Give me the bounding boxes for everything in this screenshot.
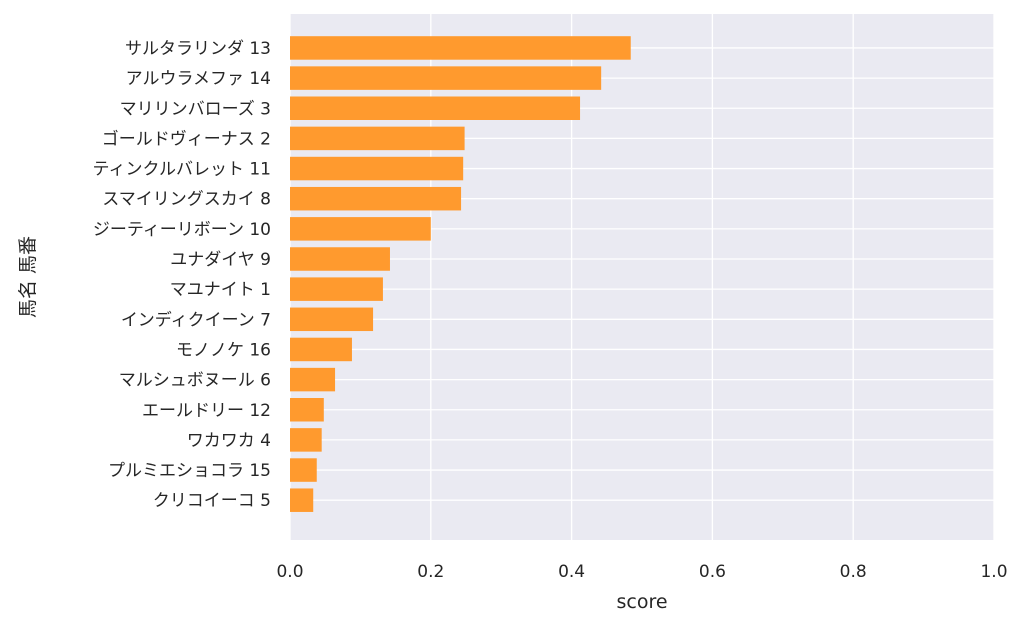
y-tick-label: プルミエショコラ 15 [108,461,271,481]
bar [290,398,324,422]
bar [290,337,352,362]
bar [290,488,314,512]
y-tick-label: エールドリー 12 [142,401,271,421]
bar [290,367,336,392]
y-tick-labels: サルタラリンダ 13 アルウラメファ 14 マリリンバローズ 3 ゴールドヴィーナス … [92,39,271,511]
x-tick-label: 0.8 [840,562,867,582]
y-axis-title: 馬名 馬番 [17,236,39,318]
bar [290,66,602,90]
y-tick-label: マリリンバローズ 3 [120,99,271,119]
x-tick-labels: 0.0 0.2 0.4 0.6 0.8 1.0 [276,562,1007,582]
plot-background [290,14,994,540]
bar [290,247,390,271]
bar [290,458,317,482]
y-tick-label: マユナイト 1 [170,280,271,300]
x-tick-label: 0.6 [699,562,726,582]
bar [290,96,581,120]
y-tick-label: ティンクルバレット 11 [92,160,271,180]
x-tick-label: 0.0 [276,562,303,582]
y-tick-label: ワカワカ 4 [187,431,271,451]
y-tick-label: ゴールドヴィーナス 2 [102,128,271,149]
y-tick-label: マルシュボヌール 6 [119,371,271,391]
x-tick-label: 0.4 [558,562,585,582]
y-tick-label: クリコイーコ 5 [153,491,271,511]
bar [290,428,322,452]
y-tick-label: ユナダイヤ 9 [170,250,271,270]
y-tick-label: サルタラリンダ 13 [125,39,271,59]
y-tick-label: ジーティーリボーン 10 [93,220,271,240]
bar [290,217,431,241]
y-tick-label: アルウラメファ 14 [126,69,271,89]
bar [290,156,464,181]
bar [290,186,462,211]
x-tick-label: 1.0 [980,562,1007,582]
bars [290,36,631,512]
bar [290,36,631,60]
x-tick-label: 0.2 [417,562,444,582]
y-tick-label: スマイリングスカイ 8 [102,190,271,210]
y-tick-label: インディクイーン 7 [121,309,271,330]
bar [290,277,383,301]
bar [290,307,374,332]
x-axis-title: score [616,591,667,613]
y-tick-label: モノノケ 16 [176,340,271,360]
bar [290,126,465,151]
